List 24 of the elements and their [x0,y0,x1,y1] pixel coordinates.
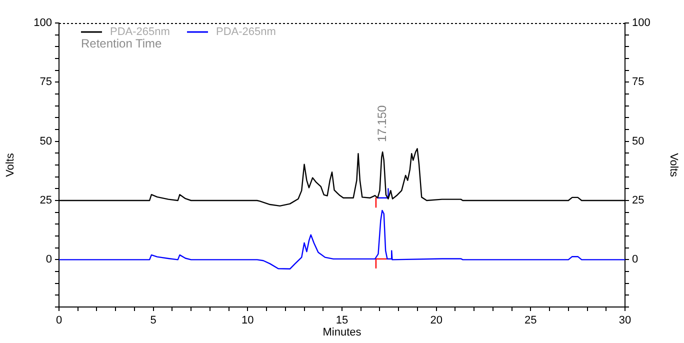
y-tick-label: 0 [46,254,52,266]
annotation: 17.150 [374,104,389,142]
y-tick-label: 25 [40,194,52,207]
y2-tick-label: 75 [632,76,644,88]
x-tick-label: 30 [618,314,632,327]
x-tick-label: 25 [524,314,537,327]
y-tick-label: 75 [40,76,52,88]
x-tick-label: 5 [150,314,156,327]
y2-axis-title: Volts [667,153,680,178]
y2-tick-label: 0 [632,254,638,266]
x-tick-label: 15 [336,314,348,327]
x-tick-label: 0 [56,314,62,327]
y-axis-title: Volts [4,152,17,177]
y2-tick-label: 50 [632,135,644,148]
legend-label: PDA-265nm [110,26,170,38]
x-tick-label: 10 [242,314,254,327]
y2-tick-label: 100 [632,17,650,30]
y-tick-label: 50 [40,135,52,148]
legend-label: PDA-265nm [216,26,276,38]
legend-title: Retention Time [81,36,162,50]
y2-tick-label: 25 [632,194,644,207]
x-tick-label: 20 [430,314,442,327]
x-axis-title: Minutes [322,326,362,338]
y-tick-label: 100 [34,17,52,30]
